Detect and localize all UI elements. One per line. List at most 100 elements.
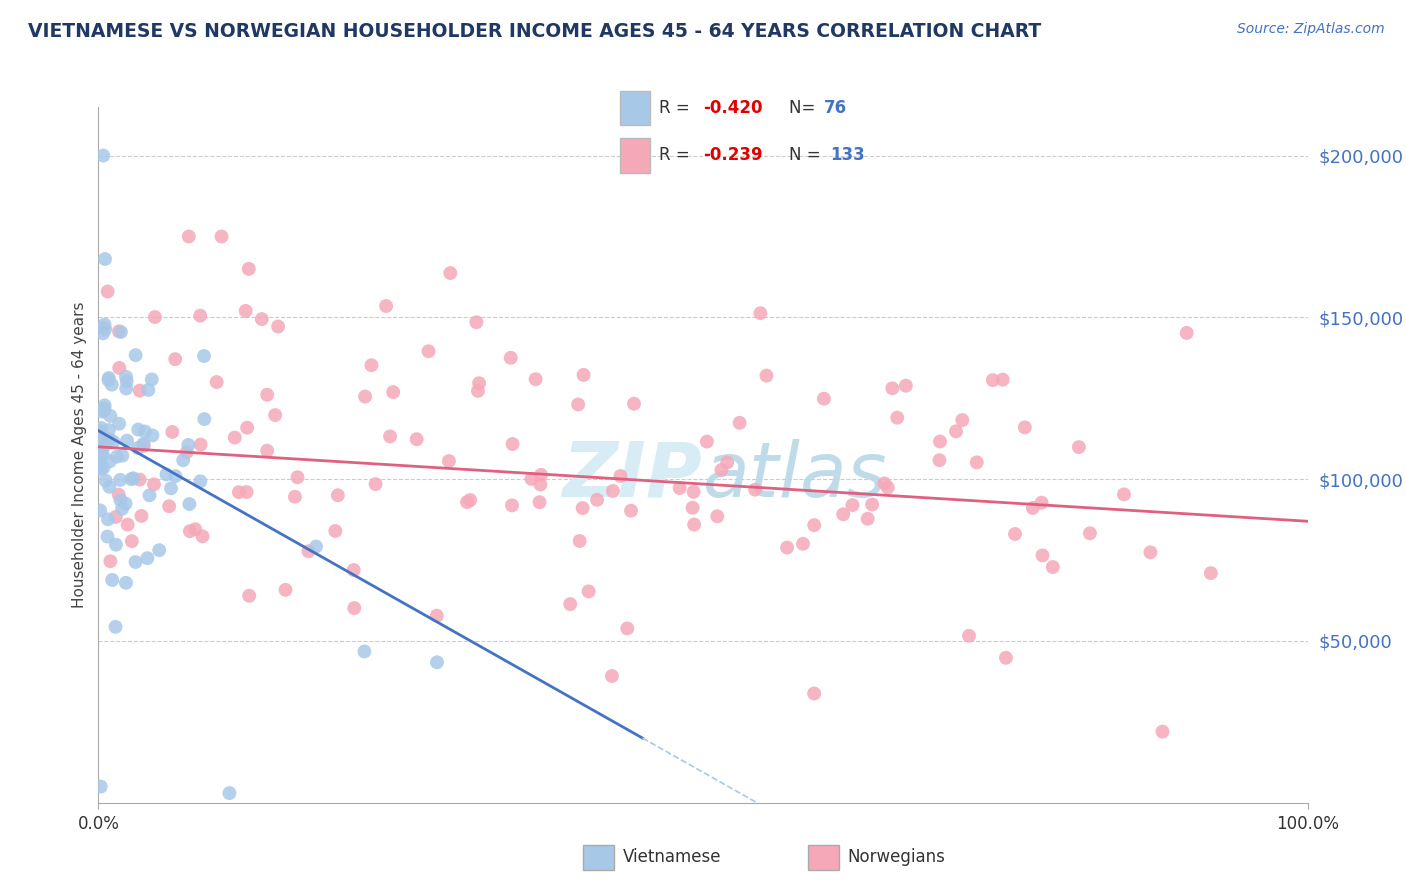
Point bbox=[228, 485, 250, 500]
Point bbox=[468, 376, 491, 391]
Point bbox=[382, 385, 405, 400]
Point bbox=[945, 425, 967, 439]
Point bbox=[193, 412, 215, 426]
Point bbox=[98, 554, 121, 568]
Point bbox=[132, 439, 155, 453]
Point bbox=[97, 512, 120, 526]
Point bbox=[602, 483, 624, 498]
Point bbox=[728, 416, 751, 430]
Text: R =: R = bbox=[659, 146, 695, 164]
Point bbox=[188, 309, 211, 323]
Point bbox=[184, 522, 207, 536]
Point bbox=[89, 462, 111, 476]
FancyBboxPatch shape bbox=[620, 91, 650, 126]
Point bbox=[90, 780, 112, 794]
Point bbox=[138, 383, 160, 397]
Point bbox=[224, 431, 246, 445]
Point bbox=[177, 438, 200, 452]
Text: Vietnamese: Vietnamese bbox=[623, 848, 721, 866]
Point bbox=[93, 440, 115, 454]
Point bbox=[499, 351, 522, 365]
Text: Source: ZipAtlas.com: Source: ZipAtlas.com bbox=[1237, 22, 1385, 37]
Point bbox=[124, 555, 146, 569]
Point bbox=[90, 421, 112, 435]
Point bbox=[94, 322, 117, 336]
Y-axis label: Householder Income Ages 45 - 64 years: Householder Income Ages 45 - 64 years bbox=[72, 301, 87, 608]
Point bbox=[467, 384, 489, 398]
Point bbox=[89, 429, 111, 443]
Point bbox=[966, 455, 988, 469]
Point bbox=[1004, 527, 1026, 541]
Point bbox=[191, 529, 214, 543]
Point bbox=[110, 325, 132, 339]
FancyBboxPatch shape bbox=[620, 137, 650, 173]
Point bbox=[115, 434, 138, 448]
Point bbox=[177, 229, 200, 244]
Point bbox=[90, 449, 112, 463]
Point bbox=[994, 650, 1017, 665]
Point bbox=[89, 460, 111, 475]
Point bbox=[143, 477, 166, 491]
Point bbox=[97, 285, 120, 299]
Point bbox=[426, 655, 449, 669]
Point bbox=[218, 786, 240, 800]
Point bbox=[235, 304, 257, 318]
Point bbox=[127, 441, 149, 455]
Point bbox=[91, 326, 114, 341]
Point bbox=[981, 373, 1004, 387]
Point bbox=[886, 410, 908, 425]
Point bbox=[567, 397, 589, 411]
Point bbox=[98, 433, 121, 447]
Point bbox=[235, 485, 257, 500]
Point bbox=[950, 413, 973, 427]
Point bbox=[97, 371, 120, 385]
Point bbox=[104, 510, 127, 524]
Point bbox=[1112, 487, 1135, 501]
Text: N=: N= bbox=[789, 99, 820, 117]
Point bbox=[860, 498, 883, 512]
Point bbox=[115, 382, 138, 396]
Point bbox=[264, 408, 287, 422]
Point bbox=[284, 490, 307, 504]
Point bbox=[530, 467, 553, 482]
Point bbox=[256, 388, 278, 402]
Point bbox=[749, 306, 772, 320]
Point bbox=[131, 508, 153, 523]
Point bbox=[128, 384, 150, 398]
Point bbox=[172, 453, 194, 467]
Point bbox=[121, 534, 143, 549]
Point bbox=[744, 483, 766, 497]
Point bbox=[120, 472, 142, 486]
Point bbox=[211, 229, 233, 244]
Point bbox=[91, 433, 114, 447]
Point bbox=[98, 409, 121, 423]
Point bbox=[91, 320, 114, 334]
Text: -0.239: -0.239 bbox=[703, 146, 763, 164]
Point bbox=[364, 477, 387, 491]
Point bbox=[929, 434, 952, 449]
Point bbox=[683, 517, 706, 532]
Point bbox=[155, 467, 177, 482]
Point bbox=[205, 375, 228, 389]
Point bbox=[143, 310, 166, 324]
Point bbox=[104, 538, 127, 552]
Point bbox=[114, 497, 136, 511]
Text: -0.420: -0.420 bbox=[703, 99, 762, 117]
Point bbox=[100, 377, 122, 392]
Point bbox=[325, 524, 347, 538]
Point bbox=[609, 469, 631, 483]
Point bbox=[426, 608, 449, 623]
Text: Norwegians: Norwegians bbox=[848, 848, 946, 866]
Point bbox=[111, 449, 134, 463]
Point bbox=[128, 473, 150, 487]
Point bbox=[572, 368, 595, 382]
Point bbox=[623, 397, 645, 411]
Point bbox=[894, 378, 917, 392]
Point bbox=[141, 372, 163, 386]
Point bbox=[456, 495, 478, 509]
Point bbox=[524, 372, 547, 386]
Point bbox=[600, 669, 623, 683]
Point bbox=[682, 500, 704, 515]
Point bbox=[354, 390, 377, 404]
Point bbox=[343, 601, 366, 615]
